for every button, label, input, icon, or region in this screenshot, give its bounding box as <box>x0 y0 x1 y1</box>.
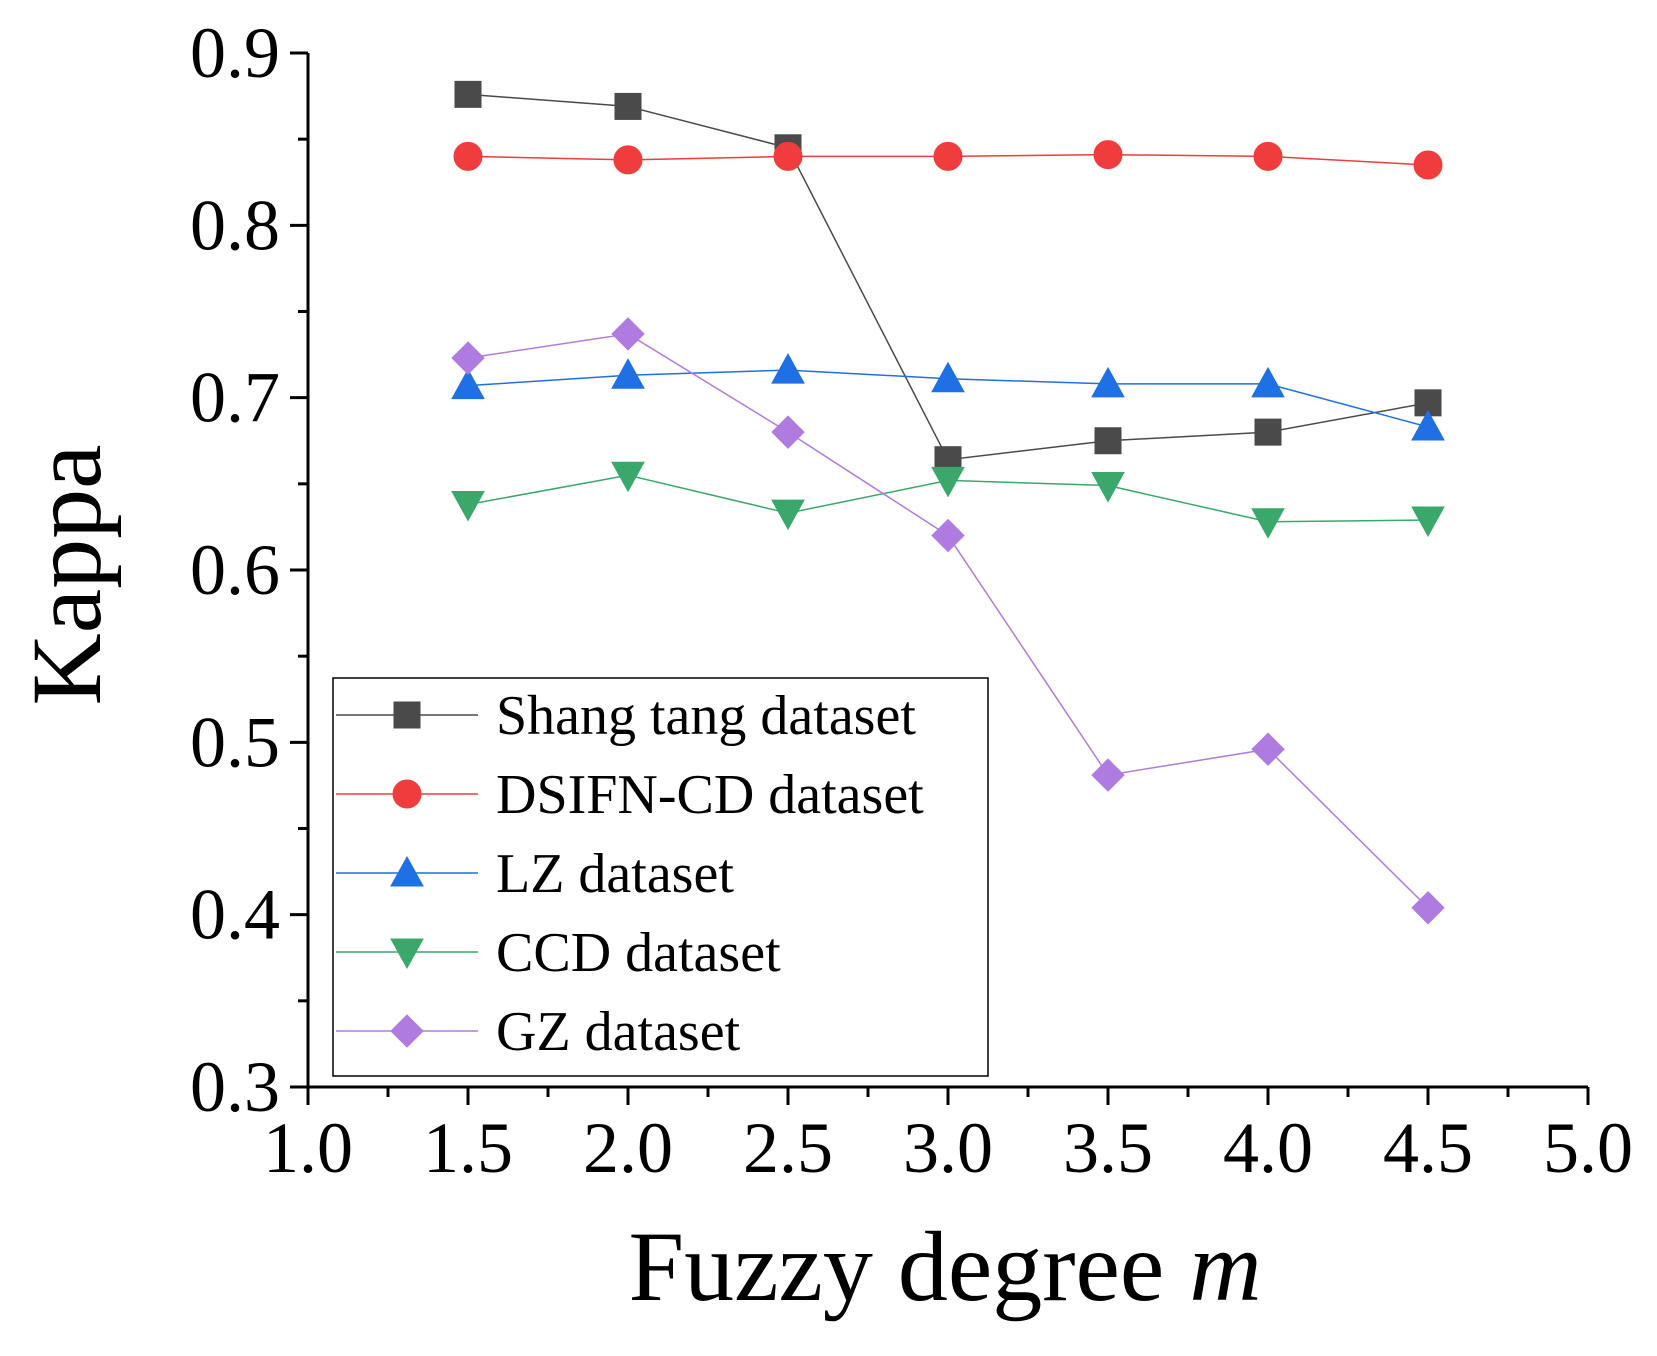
data-point-ccd-dataset <box>611 461 645 493</box>
x-tick-label: 2.0 <box>583 1108 673 1188</box>
data-point-gz-dataset <box>451 341 485 375</box>
y-tick-label: 0.3 <box>190 1047 280 1127</box>
data-point-gz-dataset <box>611 317 645 351</box>
legend-label-dsifn-cd-dataset: DSIFN-CD dataset <box>496 764 924 826</box>
data-point-ccd-dataset <box>1091 472 1125 503</box>
data-point-ccd-dataset <box>1251 508 1285 539</box>
data-point-lz-dataset <box>771 353 805 384</box>
y-tick-label: 0.5 <box>190 702 280 782</box>
y-tick-label: 0.7 <box>190 358 280 438</box>
data-point-dsifn-cd-dataset <box>933 141 963 171</box>
legend-marker-dsifn-cd-dataset <box>392 779 422 809</box>
data-point-shang-tang-dataset <box>614 92 642 120</box>
data-point-lz-dataset <box>931 361 965 393</box>
legend-box <box>332 677 989 1077</box>
data-point-dsifn-cd-dataset <box>1253 141 1283 171</box>
data-point-dsifn-cd-dataset <box>773 141 803 171</box>
data-point-gz-dataset <box>931 518 965 553</box>
data-point-ccd-dataset <box>451 491 485 522</box>
y-tick-label: 0.4 <box>190 875 280 955</box>
x-axis-title-text: Fuzzy degree <box>628 1211 1164 1322</box>
data-point-shang-tang-dataset <box>454 80 482 108</box>
y-tick-label: 0.8 <box>190 185 280 265</box>
legend: Shang tang dataset DSIFN-CD dataset LZ dat… <box>332 677 989 1077</box>
legend-marker-gz-dataset <box>390 1014 424 1048</box>
data-point-gz-dataset <box>1091 758 1125 792</box>
data-point-dsifn-cd-dataset <box>1093 140 1123 170</box>
legend-label-ccd-dataset: CCD dataset <box>496 922 781 984</box>
data-point-gz-dataset <box>771 415 805 449</box>
data-point-ccd-dataset <box>931 466 965 498</box>
data-point-dsifn-cd-dataset <box>1413 150 1443 180</box>
x-axis-title-variable: m <box>1189 1211 1261 1322</box>
data-point-gz-dataset <box>1411 891 1445 925</box>
legend-label-shang-tang-dataset: Shang tang dataset <box>496 685 916 747</box>
data-point-shang-tang-dataset <box>1094 427 1122 455</box>
legend-marker-lz-dataset <box>390 855 424 887</box>
data-point-ccd-dataset <box>771 499 805 531</box>
legend-marker-shang-tang-dataset <box>393 701 421 729</box>
data-point-lz-dataset <box>451 368 485 400</box>
data-point-dsifn-cd-dataset <box>613 145 643 175</box>
data-point-shang-tang-dataset <box>1254 418 1282 446</box>
legend-marker-ccd-dataset <box>390 938 424 970</box>
data-point-lz-dataset <box>1251 366 1285 398</box>
data-point-ccd-dataset <box>1411 506 1445 538</box>
data-point-lz-dataset <box>1411 409 1445 441</box>
legend-label-gz-dataset: GZ dataset <box>496 1001 741 1063</box>
x-tick-label: 4.5 <box>1383 1108 1473 1188</box>
x-tick-label: 3.0 <box>903 1108 993 1188</box>
data-point-lz-dataset <box>611 358 645 389</box>
y-tick-label: 0.9 <box>190 13 280 93</box>
legend-label-lz-dataset: LZ dataset <box>496 843 734 905</box>
data-point-gz-dataset <box>1251 732 1285 766</box>
x-tick-label: 5.0 <box>1543 1108 1633 1188</box>
series-markers <box>451 80 1445 925</box>
x-tick-label: 1.0 <box>263 1108 353 1188</box>
x-tick-label: 1.5 <box>423 1108 513 1188</box>
x-tick-label: 4.0 <box>1223 1108 1313 1188</box>
x-tick-label: 2.5 <box>743 1108 833 1188</box>
data-point-lz-dataset <box>1091 366 1125 398</box>
axes: 0.3 0.4 0.5 0.6 0.7 0.8 0.9 1.0 1.5 2.0 2.5 3.0 3.5 4… <box>190 13 1633 1188</box>
x-tick-label: 3.5 <box>1063 1108 1153 1188</box>
data-point-dsifn-cd-dataset <box>453 141 483 171</box>
y-tick-label: 0.6 <box>190 530 280 610</box>
y-axis-title: Kappa <box>11 445 122 706</box>
x-axis-title: Fuzzy degree m <box>628 1211 1261 1322</box>
